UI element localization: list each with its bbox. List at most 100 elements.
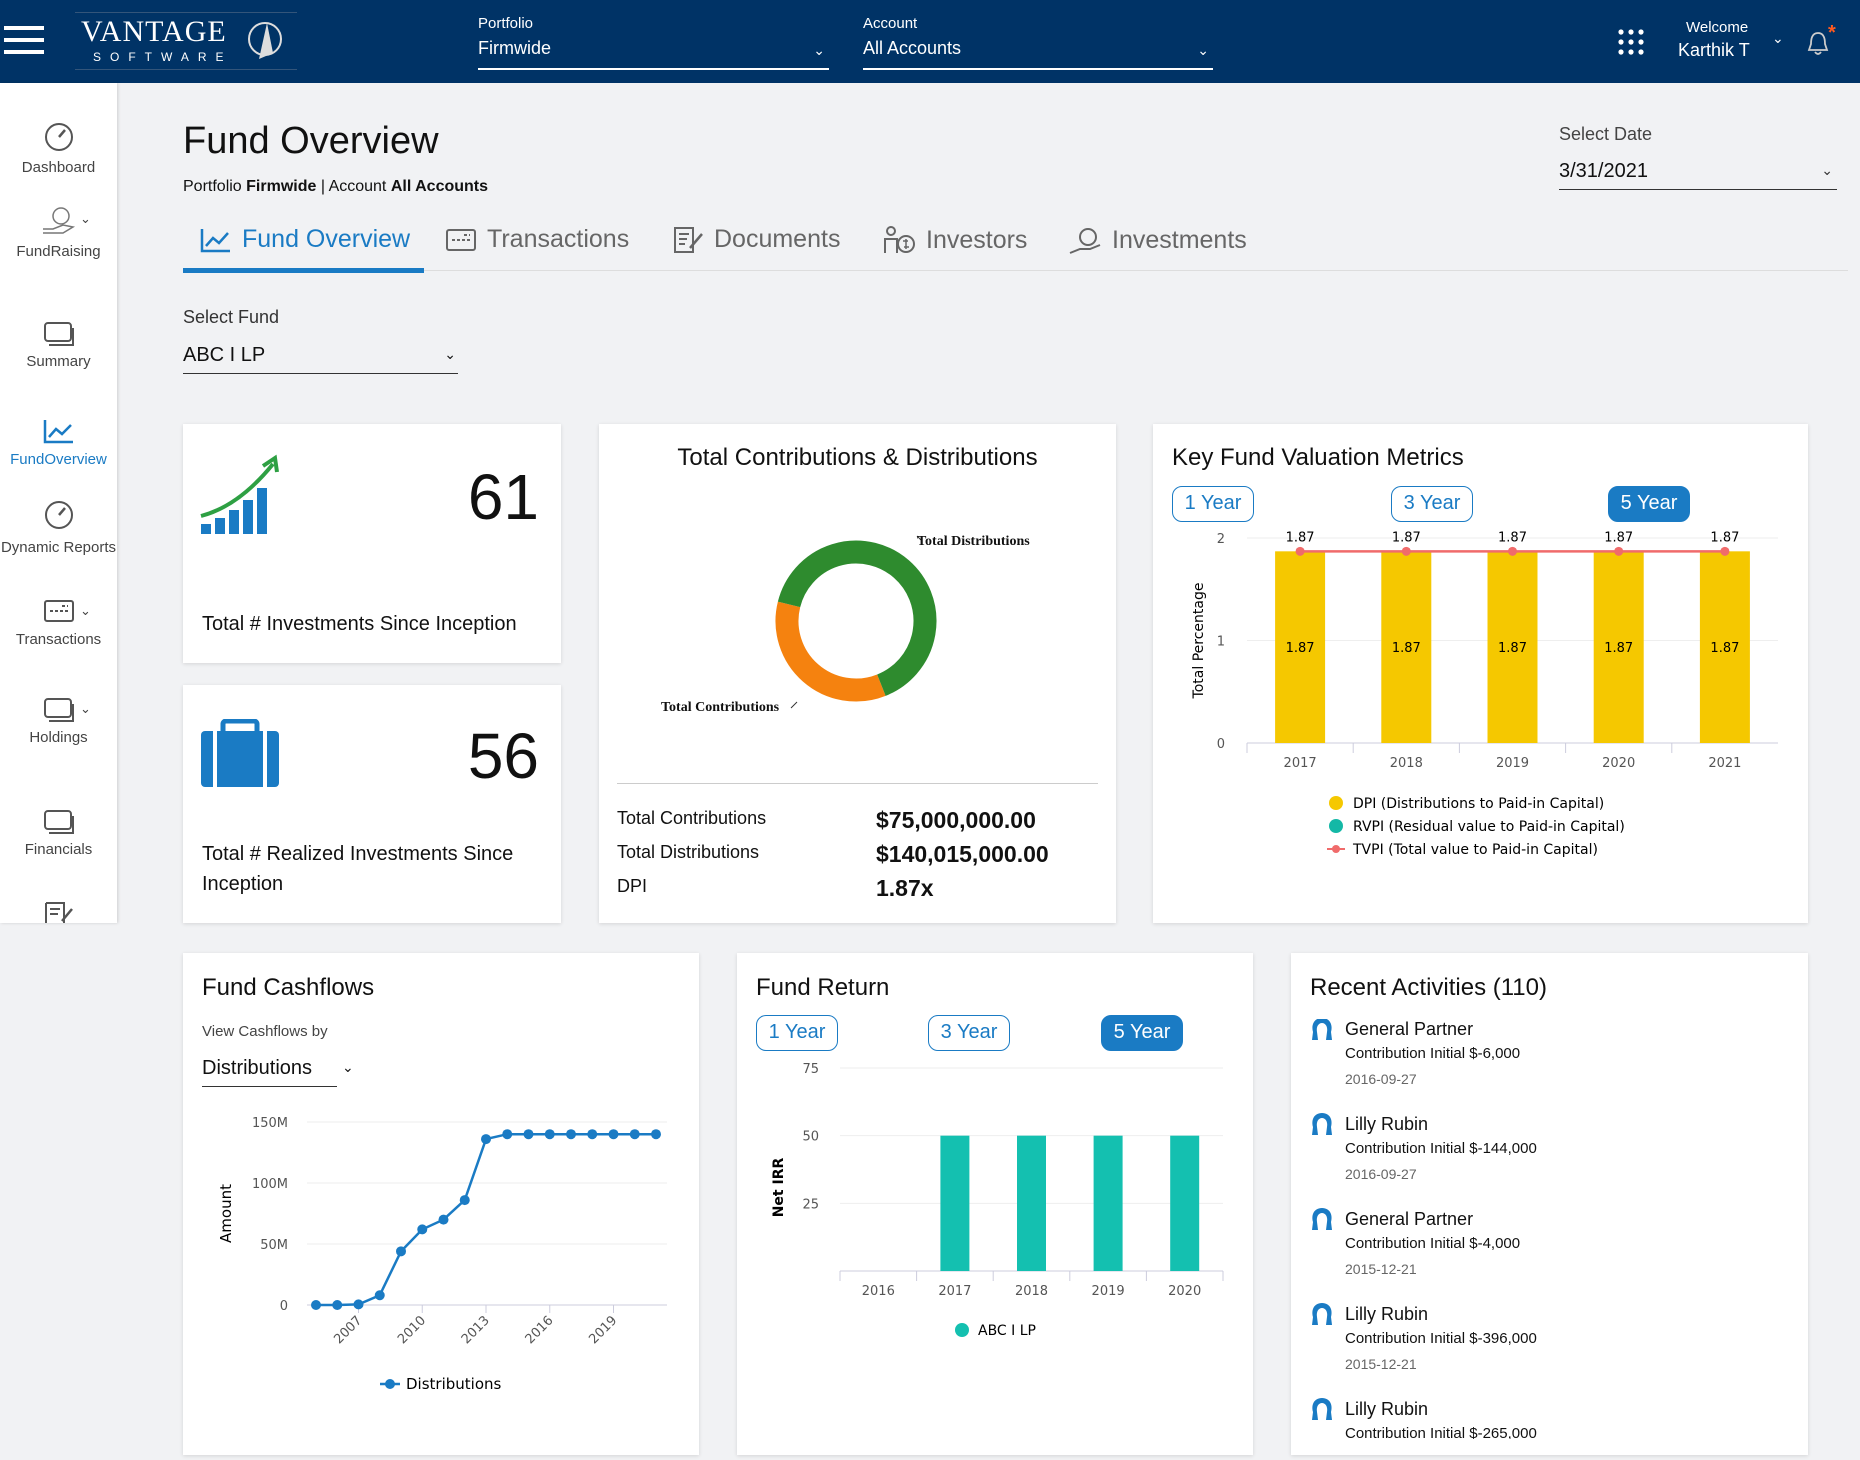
activity-desc: Contribution Initial $-396,000 [1345, 1330, 1537, 1347]
legend-marker [1329, 796, 1343, 810]
data-point [353, 1299, 364, 1310]
x-tick-label: 2010 [395, 1313, 429, 1347]
data-point [608, 1129, 619, 1140]
tab-transactions[interactable]: Transactions [445, 225, 629, 254]
card-icon [446, 228, 476, 251]
period-3-year-button[interactable]: 3 Year [928, 1015, 1010, 1051]
bar-dpi [1699, 551, 1750, 743]
account-dropdown[interactable]: All Accounts ⌄ [863, 22, 1213, 70]
y-tick-label: 75 [802, 1062, 819, 1077]
chart-line-icon [200, 228, 230, 252]
portfolio-dropdown[interactable]: Firmwide ⌄ [478, 22, 829, 70]
x-tick-label: 2021 [1708, 756, 1741, 771]
user-avatar-icon [1312, 1113, 1332, 1135]
valuation-metrics-chart: 0 1 2 1.87 1.87 2017 1.87 1.87 2018 1.87 1.87 2019 1… [1191, 530, 1778, 858]
sidebar-item-transactions[interactable]: Transactions ⌄ [0, 597, 117, 648]
fund-select[interactable]: ABC I LP ⌄ [183, 336, 458, 374]
chevron-down-icon[interactable]: ⌄ [1772, 30, 1784, 46]
bar-data-label: 1.87 [1392, 641, 1421, 656]
period-3-year-button[interactable]: 3 Year [1391, 486, 1473, 522]
activity-desc: Contribution Initial $-144,000 [1345, 1140, 1537, 1157]
logo[interactable]: VANTAGE SOFTWARE [75, 12, 297, 70]
apps-grid-icon[interactable] [1618, 29, 1644, 55]
data-point [311, 1300, 321, 1310]
period-1-year-button[interactable]: 1 Year [756, 1015, 838, 1051]
sidebar-item-summary[interactable]: Summary [0, 319, 117, 370]
data-point [523, 1129, 534, 1140]
hand-coins-icon [42, 207, 75, 234]
sidebar-item-fundraising[interactable]: FundRaising ⌄ [0, 205, 117, 260]
activity-item[interactable]: Lilly Rubin Contribution Initial $-144,0… [1309, 1113, 1789, 1204]
x-tick-label: 2018 [1015, 1284, 1048, 1299]
sidebar-item-documents[interactable] [0, 901, 117, 929]
bar-data-label: 1.87 [1710, 641, 1739, 656]
activity-desc: Contribution Initial $-4,000 [1345, 1235, 1521, 1252]
x-tick-label: 2019 [1496, 756, 1529, 771]
bar [1170, 1135, 1200, 1271]
sidebar-item-holdings[interactable]: Holdings ⌄ [0, 695, 117, 746]
tab-investors[interactable]: Investors [882, 225, 1027, 255]
y-tick-label: 2 [1217, 532, 1225, 547]
activity-list[interactable]: General Partner Contribution Initial $-6… [1291, 1019, 1808, 1439]
data-point [629, 1129, 640, 1140]
activity-desc: Contribution Initial $-6,000 [1345, 1045, 1521, 1062]
user-avatar-icon [1312, 1019, 1332, 1040]
investments-count: 61 [467, 461, 539, 533]
breadcrumb: Portfolio Firmwide | Account All Account… [183, 178, 489, 195]
y-tick-label: 100M [252, 1177, 288, 1192]
legend-label: DPI (Distributions to Paid-in Capital) [1353, 796, 1604, 812]
bar [1093, 1135, 1123, 1271]
activity-item[interactable]: Lilly Rubin Contribution Initial $-265,0… [1309, 1398, 1789, 1439]
card-icon [43, 600, 74, 622]
fund-return-chart: 25 50 75 2016 2017 2018 2019 2020 Net IRR ABC I L… [771, 1062, 1224, 1339]
x-tick-label: 2016 [862, 1284, 895, 1299]
sidebar-item-dynamic-reports[interactable]: Dynamic Reports [0, 499, 117, 558]
donut-slice-distributions [777, 540, 937, 696]
sidebar-item-financials[interactable]: Financials [0, 807, 117, 858]
investor-icon [884, 226, 915, 253]
donut-chart [775, 535, 937, 709]
activity-name: Lilly Rubin [1345, 1304, 1429, 1324]
sidebar: Dashboard FundRaising ⌄ Summary FundOver… [0, 83, 117, 923]
legend-marker [1332, 845, 1340, 853]
line-data-label: 1.87 [1604, 530, 1633, 545]
user-avatar-icon [1312, 1303, 1332, 1325]
gauge-icon [44, 501, 73, 529]
activity-desc: Contribution Initial $-265,000 [1345, 1425, 1537, 1439]
active-tab-indicator [183, 268, 424, 273]
data-point [481, 1134, 491, 1145]
data-point [438, 1214, 449, 1225]
user-menu[interactable]: Karthik T [1678, 40, 1750, 60]
data-point [396, 1246, 406, 1257]
line-data-label: 1.87 [1286, 530, 1315, 545]
hamburger-menu-icon[interactable] [4, 26, 44, 54]
activity-item[interactable]: General Partner Contribution Initial $-6… [1309, 1019, 1789, 1109]
tab-investments[interactable]: Investments [1068, 225, 1247, 255]
y-axis-label: Net IRR [771, 1158, 787, 1218]
cards-icon [43, 810, 74, 834]
activity-date: 2015-12-21 [1345, 1261, 1417, 1277]
cashflow-view-select[interactable]: Distributions ⌄ [202, 1053, 354, 1087]
sidebar-item-fundoverview[interactable]: FundOverview [0, 417, 117, 468]
date-select[interactable]: 3/31/2021 ⌄ [1559, 150, 1837, 190]
period-5-year-button[interactable]: 5 Year [1101, 1015, 1183, 1051]
legend-label: RVPI (Residual value to Paid-in Capital) [1353, 819, 1625, 835]
tab-documents[interactable]: Documents [672, 225, 840, 254]
bar [1017, 1135, 1046, 1271]
document-edit-icon [44, 902, 73, 923]
activity-date: 2016-09-27 [1345, 1166, 1417, 1182]
sidebar-item-dashboard[interactable]: Dashboard [0, 121, 117, 176]
period-1-year-button[interactable]: 1 Year [1172, 486, 1254, 522]
distributions-line [316, 1132, 656, 1307]
bell-icon[interactable] [1806, 30, 1830, 58]
bar [940, 1135, 970, 1271]
activity-name: Lilly Rubin [1345, 1114, 1429, 1134]
data-point [566, 1129, 576, 1140]
activity-item[interactable]: Lilly Rubin Contribution Initial $-396,0… [1309, 1303, 1789, 1394]
period-5-year-button[interactable]: 5 Year [1608, 486, 1690, 522]
valuation-metrics-card: Key Fund Valuation Metrics 1 Year 3 Year… [1153, 424, 1808, 923]
y-tick-label: 0 [1217, 737, 1225, 752]
activity-item[interactable]: General Partner Contribution Initial $-4… [1309, 1208, 1789, 1299]
donut-label-contributions: Total Contributions [661, 700, 780, 715]
tab-fund-overview[interactable]: Fund Overview [200, 225, 410, 254]
